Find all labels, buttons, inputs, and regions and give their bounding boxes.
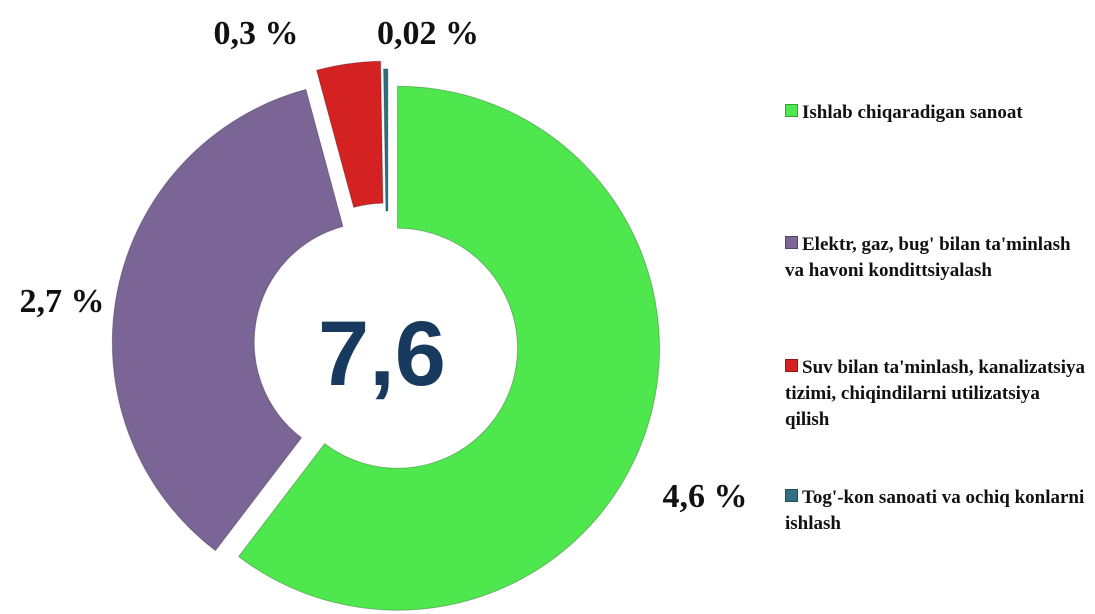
legend-label: Tog'-kon sanoati va ochiq konlarni ishla… — [785, 487, 1085, 534]
legend-item: Ishlab chiqaradigan sanoat — [785, 100, 1085, 126]
legend-label: Suv bilan ta'minlash, kanalizatsiya tizi… — [785, 357, 1085, 430]
legend-item: Suv bilan ta'minlash, kanalizatsiya tizi… — [785, 355, 1085, 433]
donut-segment — [237, 85, 660, 611]
donut-segment — [111, 88, 344, 552]
value-label: 0,02 % — [377, 15, 479, 52]
legend-swatch — [785, 236, 798, 249]
value-label: 4,6 % — [663, 478, 748, 515]
center-label: 7,6 — [318, 303, 446, 405]
legend-label: Elektr, gaz, bug' bilan ta'minlash va ha… — [785, 234, 1071, 281]
donut-segment — [315, 60, 384, 208]
legend-swatch — [785, 104, 798, 117]
legend-swatch — [785, 359, 798, 372]
legend-swatch — [785, 489, 798, 502]
donut-segment — [383, 68, 389, 212]
value-label: 2,7 % — [20, 283, 105, 320]
value-label: 0,3 % — [214, 15, 299, 52]
legend-item: Elektr, gaz, bug' bilan ta'minlash va ha… — [785, 232, 1085, 284]
legend-label: Ishlab chiqaradigan sanoat — [802, 102, 1023, 123]
legend-item: Tog'-kon sanoati va ochiq konlarni ishla… — [785, 485, 1085, 537]
